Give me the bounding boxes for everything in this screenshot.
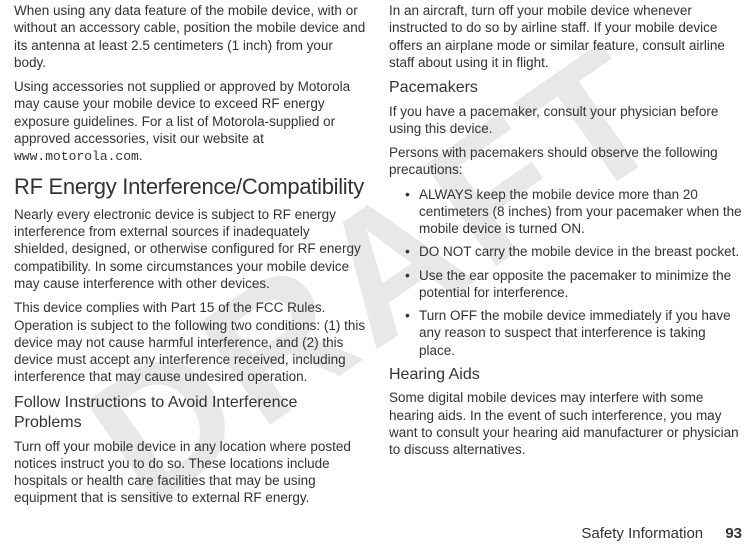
url-text: www.motorola.com xyxy=(14,149,139,164)
body-text: When using any data feature of the mobil… xyxy=(14,2,367,71)
body-text: This device complies with Part 15 of the… xyxy=(14,299,367,385)
heading-rf-energy: RF Energy Interference/Compatibility xyxy=(14,173,367,201)
body-text: Persons with pacemakers should observe t… xyxy=(389,144,742,179)
page-number: 93 xyxy=(725,525,742,542)
heading-pacemakers: Pacemakers xyxy=(389,78,742,98)
page-footer: Safety Information 93 xyxy=(581,525,742,542)
left-column: When using any data feature of the mobil… xyxy=(14,2,367,508)
body-text: In an aircraft, turn off your mobile dev… xyxy=(389,2,742,71)
heading-hearing-aids: Hearing Aids xyxy=(389,365,742,385)
list-item: Use the ear opposite the pacemaker to mi… xyxy=(389,267,742,302)
body-text: Using accessories not supplied or approv… xyxy=(14,79,350,146)
body-text: Some digital mobile devices may interfer… xyxy=(389,389,742,458)
body-text: Nearly every electronic device is subjec… xyxy=(14,206,367,292)
body-text: If you have a pacemaker, consult your ph… xyxy=(389,103,742,138)
heading-interference: Follow Instructions to Avoid Interferenc… xyxy=(14,393,367,434)
list-item: Turn OFF the mobile device immediately i… xyxy=(389,307,742,359)
list-item: DO NOT carry the mobile device in the br… xyxy=(389,243,742,260)
list-item: ALWAYS keep the mobile device more than … xyxy=(389,186,742,238)
body-text: Turn off your mobile device in any locat… xyxy=(14,438,367,507)
page-content: When using any data feature of the mobil… xyxy=(0,0,756,510)
precautions-list: ALWAYS keep the mobile device more than … xyxy=(389,186,742,359)
body-text: . xyxy=(139,148,143,163)
body-text: Using accessories not supplied or approv… xyxy=(14,78,367,166)
footer-title: Safety Information xyxy=(581,525,703,542)
right-column: In an aircraft, turn off your mobile dev… xyxy=(389,2,742,508)
